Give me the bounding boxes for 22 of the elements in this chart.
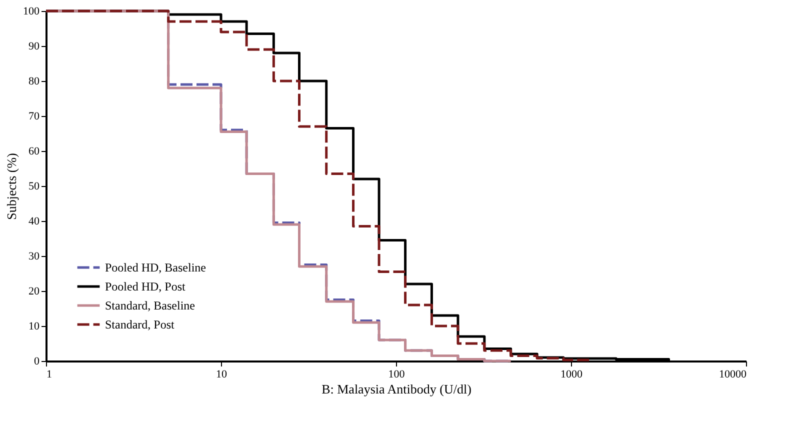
y-tick-label: 50 [28, 180, 40, 192]
y-tick-label: 30 [28, 250, 40, 262]
y-tick-label: 90 [28, 40, 40, 52]
y-tick-label: 100 [23, 6, 40, 18]
y-tick-label: 20 [28, 286, 40, 298]
x-axis-title: B: Malaysia Antibody (U/dl) [322, 382, 472, 396]
legend-label: Pooled HD, Baseline [105, 260, 206, 274]
y-tick-label: 10 [28, 320, 40, 332]
legend-label: Pooled HD, Post [105, 280, 186, 294]
x-tick-label: 1 [46, 368, 52, 380]
y-axis-title: Subjects (%) [4, 153, 19, 220]
legend-label: Standard, Baseline [105, 298, 195, 312]
y-tick-label: 80 [28, 76, 40, 88]
y-tick-label: 40 [28, 216, 40, 228]
y-tick-label: 0 [34, 356, 40, 368]
x-tick-label: 10000 [719, 368, 747, 380]
y-tick-label: 60 [28, 146, 40, 158]
y-tick-label: 70 [28, 110, 40, 122]
x-tick-label: 10 [216, 368, 228, 380]
x-tick-label: 100 [388, 368, 406, 380]
legend-label: Standard, Post [105, 318, 175, 332]
x-tick-label: 1000 [560, 368, 583, 380]
